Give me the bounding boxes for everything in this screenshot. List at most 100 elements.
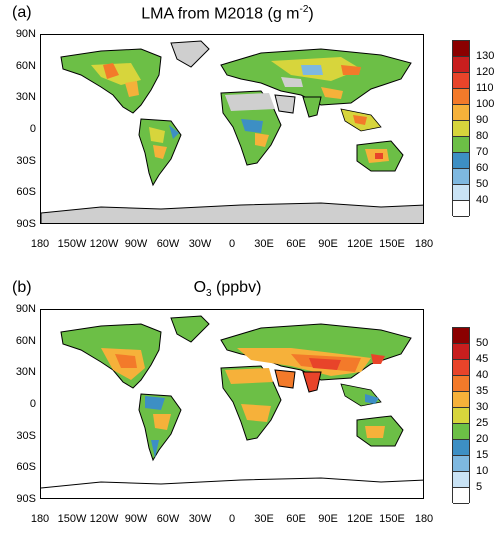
colorbar-tick-label: 50 — [476, 178, 489, 190]
lon-label: 60E — [286, 513, 306, 525]
greenland — [170, 40, 210, 68]
antarctica — [41, 202, 423, 223]
lon-label: 30W — [188, 513, 212, 525]
colorbar-box — [453, 488, 469, 504]
lat-label: 0 — [29, 123, 36, 135]
lat-label: 90N — [15, 303, 36, 315]
lat-label: 30S — [16, 430, 36, 442]
lon-label: 120W — [89, 513, 119, 525]
lon-label: 120E — [347, 238, 373, 250]
colorbar-tick-label: 15 — [476, 449, 489, 461]
lon-label: 90W — [124, 513, 148, 525]
panel-ozone: (b) O3 (ppbv) — [0, 275, 500, 550]
lon-label: 30E — [254, 513, 274, 525]
panel-a-title-text: LMA from M2018 (g m — [141, 5, 300, 23]
lat-label: 90S — [16, 218, 36, 230]
sahara — [225, 93, 275, 111]
panel-a-tag: (a) — [12, 4, 32, 21]
panel-b-tag: (b) — [12, 279, 32, 296]
lon-label: 60E — [286, 238, 306, 250]
world-map-ozone — [41, 315, 423, 489]
colorbar-tick-label: 40 — [476, 369, 489, 381]
lon-label: 120E — [347, 513, 373, 525]
colorbar-box — [453, 57, 469, 73]
colorbar-box — [453, 169, 469, 185]
panel-b-title-end: (ppbv) — [211, 279, 262, 296]
colorbar-box — [453, 392, 469, 408]
world-map-lma — [41, 40, 423, 223]
colorbar-box — [453, 89, 469, 105]
lon-label: 60W — [156, 238, 180, 250]
colorbar-box — [453, 73, 469, 89]
panel-a-title: LMA from M2018 (g m-2) — [0, 4, 455, 23]
colorbar-box — [453, 153, 469, 169]
panel-b-title-sub: 3 — [206, 288, 212, 300]
colorbar-tick-label: 20 — [476, 433, 489, 445]
colorbar-lma — [452, 40, 470, 217]
panel-a-title-sup: -2 — [299, 4, 309, 15]
colorbar-tick-label: 60 — [476, 162, 489, 174]
colorbar-tick-label: 45 — [476, 353, 489, 365]
lon-label: 180 — [30, 238, 50, 250]
colorbar-tick-label: 30 — [476, 401, 489, 413]
colorbar-tick-label: 50 — [476, 337, 489, 349]
lon-label: 180 — [30, 513, 50, 525]
panel-a-title-end: ) — [308, 5, 314, 23]
colorbar-box — [453, 408, 469, 424]
colorbar-tick-label: 5 — [476, 481, 483, 493]
lat-label: 90N — [15, 28, 36, 40]
lat-label: 30S — [16, 155, 36, 167]
lon-label: 60W — [156, 513, 180, 525]
colorbar-box — [453, 440, 469, 456]
map-frame-a — [40, 34, 424, 224]
lat-label: 0 — [29, 398, 36, 410]
colorbar-tick-label: 35 — [476, 385, 489, 397]
lat-label: 30N — [15, 91, 36, 103]
colorbar-box — [453, 472, 469, 488]
colorbar-box — [453, 360, 469, 376]
lat-label: 60N — [15, 335, 36, 347]
lon-label: 0 — [228, 513, 236, 525]
lon-label: 150W — [57, 513, 87, 525]
panel-b-title-text: O — [193, 279, 207, 296]
india — [302, 371, 322, 393]
colorbar-box — [453, 344, 469, 360]
lat-label: 30N — [15, 366, 36, 378]
lon-label: 90E — [318, 238, 338, 250]
colorbar-ozone — [452, 327, 470, 504]
map-frame-b — [40, 309, 424, 499]
colorbar-box — [453, 105, 469, 121]
lon-label: 180 — [414, 513, 434, 525]
lon-label: 150E — [379, 513, 405, 525]
lon-label: 150E — [379, 238, 405, 250]
greenland — [170, 315, 210, 343]
colorbar-tick-label: 120 — [476, 66, 495, 78]
colorbar-box — [453, 201, 469, 217]
antarctica — [41, 477, 423, 489]
colorbar-tick-label: 90 — [476, 114, 489, 126]
lat-label: 60N — [15, 60, 36, 72]
lat-label: 90S — [16, 493, 36, 505]
colorbar-box — [453, 376, 469, 392]
colorbar-box — [453, 137, 469, 153]
lon-label: 30E — [254, 238, 274, 250]
lon-label: 180 — [414, 238, 434, 250]
lon-label: 0 — [228, 238, 236, 250]
lon-label: 30W — [188, 238, 212, 250]
arabia — [274, 94, 296, 114]
colorbar-tick-label: 130 — [476, 50, 495, 62]
colorbar-box — [453, 185, 469, 201]
colorbar-box — [453, 456, 469, 472]
lat-label: 60S — [16, 461, 36, 473]
colorbar-box — [453, 121, 469, 137]
lon-label: 150W — [57, 238, 87, 250]
colorbar-box — [453, 328, 469, 344]
colorbar-tick-label: 110 — [476, 82, 494, 94]
arabia — [274, 369, 296, 389]
india — [302, 96, 322, 118]
colorbar-tick-label: 70 — [476, 146, 489, 158]
panel-b-title: O3 (ppbv) — [0, 279, 455, 299]
colorbar-tick-label: 40 — [476, 194, 489, 206]
colorbar-box — [453, 424, 469, 440]
panel-lma: (a) LMA from M2018 (g m-2) — [0, 4, 495, 250]
